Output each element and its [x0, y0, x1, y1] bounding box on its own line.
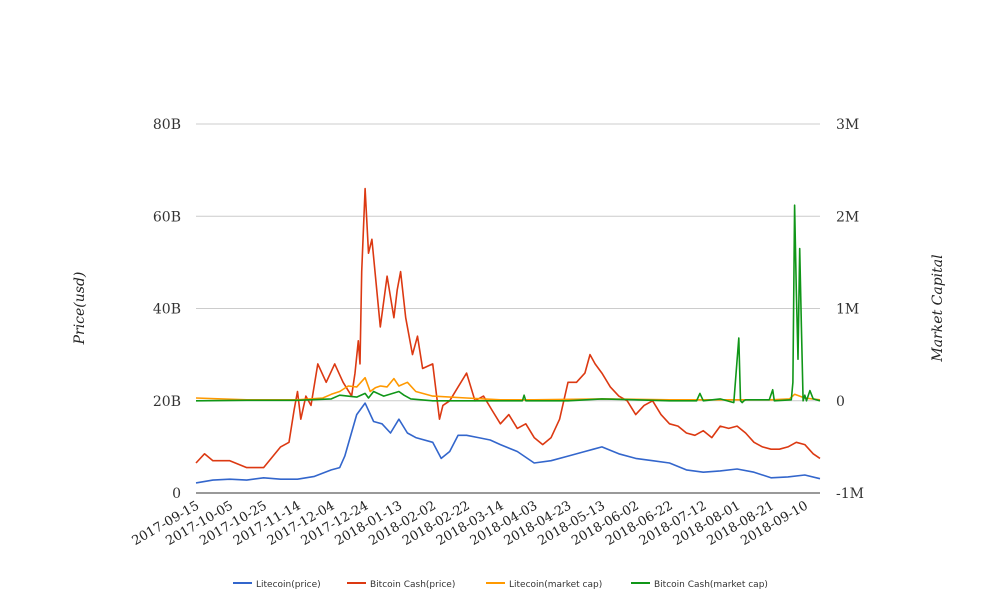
left-y-tick-label: 80B: [153, 117, 181, 133]
right-y-tick-label: -1M: [836, 486, 864, 502]
legend-label: Bitcoin Cash(price): [370, 580, 455, 590]
legend: Litecoin(price) Bitcoin Cash(price) Liteco…: [233, 580, 768, 590]
series-line-1: [195, 402, 821, 484]
right-y-tick-label: 3M: [836, 117, 859, 133]
right-y-tick-label: 2M: [836, 209, 859, 225]
legend-item: Litecoin(market cap): [486, 580, 602, 590]
right-y-tick-label: 1M: [836, 302, 859, 318]
x-axis: 2017-09-152017-10-052017-10-252017-11-14…: [130, 498, 811, 548]
legend-item: Bitcoin Cash(market cap): [631, 580, 768, 590]
legend-label: Bitcoin Cash(market cap): [654, 580, 768, 590]
left-y-axis: 0 20B 40B 60B 80B: [153, 117, 181, 502]
left-axis-title: Price(usd): [72, 272, 88, 346]
plot-area: [195, 187, 821, 484]
legend-item: Bitcoin Cash(price): [347, 580, 455, 590]
legend-label: Litecoin(price): [256, 580, 321, 590]
left-y-tick-label: 40B: [153, 302, 181, 318]
right-axis-title: Market Capital: [930, 254, 946, 362]
right-y-tick-label: 0: [836, 394, 845, 410]
series-line-4: [195, 204, 821, 404]
series-line-3: [195, 376, 821, 401]
legend-label: Litecoin(market cap): [509, 580, 602, 590]
left-y-tick-label: 20B: [153, 394, 181, 410]
right-y-axis: -1M 0 1M 2M 3M: [836, 117, 864, 502]
series-line-2: [195, 187, 821, 469]
legend-item: Litecoin(price): [233, 580, 321, 590]
left-y-tick-label: 0: [172, 486, 181, 502]
left-y-tick-label: 60B: [153, 209, 181, 225]
